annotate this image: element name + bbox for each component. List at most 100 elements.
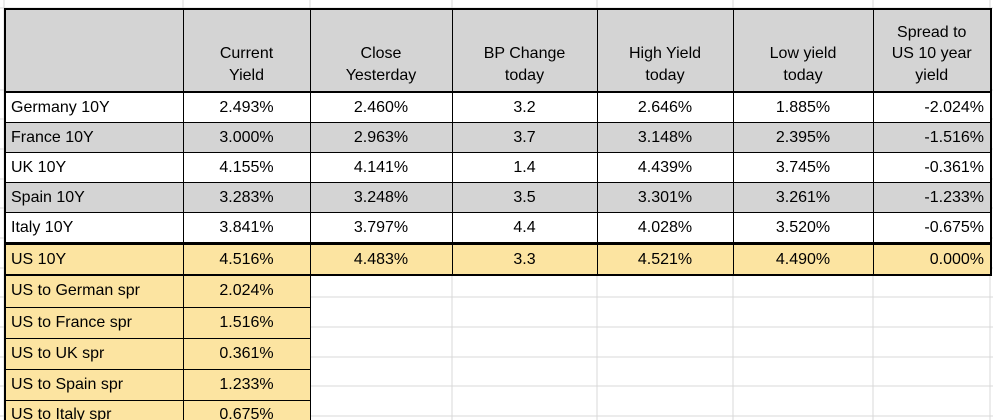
row-label-cell[interactable]: France 10Y xyxy=(4,122,184,153)
row-label-cell[interactable]: US to German spr xyxy=(4,274,184,308)
header-close-yesterday[interactable]: Close Yesterday xyxy=(309,8,453,93)
row-label-cell[interactable]: UK 10Y xyxy=(4,152,184,183)
empty-cell[interactable] xyxy=(873,307,991,338)
header-spread-to-us-10y[interactable]: Spread to US 10 year yield xyxy=(872,8,992,93)
row-label-cell[interactable]: US to UK spr xyxy=(4,337,184,370)
value-cell[interactable]: 3.301% xyxy=(596,182,734,213)
value-cell[interactable]: 4.439% xyxy=(596,152,734,183)
empty-cell[interactable] xyxy=(452,338,597,369)
value-cell[interactable]: 3.841% xyxy=(182,212,311,244)
value-cell[interactable]: 1.233% xyxy=(182,368,311,401)
empty-cell[interactable] xyxy=(597,400,733,420)
row-label-cell[interactable]: US to Spain spr xyxy=(4,368,184,401)
value-cell[interactable]: 4.483% xyxy=(309,242,453,276)
empty-cell[interactable] xyxy=(873,400,991,420)
empty-cell[interactable] xyxy=(733,275,873,307)
row-france-10y: France 10Y 3.000% 2.963% 3.7 3.148% 2.39… xyxy=(4,122,992,153)
header-line: High Yield xyxy=(628,45,702,63)
header-line: yield xyxy=(915,66,949,84)
row-us-10y: US 10Y 4.516% 4.483% 3.3 4.521% 4.490% 0… xyxy=(4,242,992,276)
value-cell[interactable]: 3.148% xyxy=(596,122,734,153)
value-cell[interactable]: 3.797% xyxy=(309,212,453,244)
empty-cell[interactable] xyxy=(310,400,452,420)
value-cell[interactable]: 0.675% xyxy=(182,399,311,420)
header-low-yield-today[interactable]: Low yield today xyxy=(732,8,874,93)
value-cell[interactable]: -0.675% xyxy=(872,212,992,244)
row-label-cell[interactable]: US to Italy spr xyxy=(4,399,184,420)
empty-cell[interactable] xyxy=(873,338,991,369)
value-cell[interactable]: 3.248% xyxy=(309,182,453,213)
empty-cell[interactable] xyxy=(733,307,873,338)
row-italy-10y: Italy 10Y 3.841% 3.797% 4.4 4.028% 3.520… xyxy=(4,212,992,244)
value-cell[interactable]: 1.885% xyxy=(732,91,874,123)
empty-cell[interactable] xyxy=(733,338,873,369)
value-cell[interactable]: 3.261% xyxy=(732,182,874,213)
value-cell[interactable]: 3.5 xyxy=(451,182,598,213)
header-row: Current Yield Close Yesterday BP Change … xyxy=(4,8,992,93)
empty-cell[interactable] xyxy=(310,338,452,369)
value-cell[interactable]: 3.7 xyxy=(451,122,598,153)
value-cell[interactable]: 3.283% xyxy=(182,182,311,213)
empty-cell[interactable] xyxy=(310,369,452,400)
value-cell[interactable]: 2.395% xyxy=(732,122,874,153)
empty-cell[interactable] xyxy=(310,275,452,307)
header-line: today xyxy=(504,66,545,84)
empty-cell[interactable] xyxy=(310,307,452,338)
value-cell[interactable]: 4.490% xyxy=(732,242,874,276)
value-cell[interactable]: 2.963% xyxy=(309,122,453,153)
value-cell[interactable]: 2.493% xyxy=(182,91,311,123)
header-line: today xyxy=(783,66,823,84)
value-cell[interactable]: 2.646% xyxy=(596,91,734,123)
value-cell[interactable]: 0.361% xyxy=(182,337,311,370)
row-label-cell[interactable]: Germany 10Y xyxy=(4,91,184,123)
value-cell[interactable]: 4.141% xyxy=(309,152,453,183)
value-cell[interactable]: 3.000% xyxy=(182,122,311,153)
value-cell[interactable]: 4.028% xyxy=(596,212,734,244)
empty-cell[interactable] xyxy=(873,275,991,307)
value-cell[interactable]: 4.521% xyxy=(596,242,734,276)
empty-cell[interactable] xyxy=(873,369,991,400)
value-cell[interactable]: -0.361% xyxy=(872,152,992,183)
value-cell[interactable]: 4.155% xyxy=(182,152,311,183)
empty-cell[interactable] xyxy=(597,369,733,400)
value-cell[interactable]: 2.024% xyxy=(182,274,311,308)
row-label-cell[interactable]: Italy 10Y xyxy=(4,212,184,244)
row-us-to-uk-spr: US to UK spr 0.361% xyxy=(4,337,991,370)
header-current-yield[interactable]: Current Yield xyxy=(182,8,311,93)
row-us-to-german-spr: US to German spr 2.024% xyxy=(4,274,991,308)
empty-cell[interactable] xyxy=(733,369,873,400)
value-cell[interactable]: 4.4 xyxy=(451,212,598,244)
value-cell[interactable]: 3.2 xyxy=(451,91,598,123)
empty-cell[interactable] xyxy=(733,400,873,420)
empty-cell[interactable] xyxy=(597,275,733,307)
row-label-cell[interactable]: US to France spr xyxy=(4,306,184,339)
row-label-cell[interactable]: US 10Y xyxy=(4,242,184,276)
empty-cell[interactable] xyxy=(452,369,597,400)
empty-cell[interactable] xyxy=(597,338,733,369)
header-line: Current xyxy=(219,45,274,63)
value-cell[interactable]: -2.024% xyxy=(872,91,992,123)
empty-cell[interactable] xyxy=(452,307,597,338)
value-cell[interactable]: 3.745% xyxy=(732,152,874,183)
value-cell[interactable]: 1.4 xyxy=(451,152,598,183)
header-bp-change-today[interactable]: BP Change today xyxy=(451,8,598,93)
value-cell[interactable]: -1.233% xyxy=(872,182,992,213)
empty-cell[interactable] xyxy=(452,400,597,420)
value-cell[interactable]: 0.000% xyxy=(872,242,992,276)
value-cell[interactable]: 3.3 xyxy=(451,242,598,276)
value-cell[interactable]: 3.520% xyxy=(732,212,874,244)
row-us-to-italy-spr: US to Italy spr 0.675% xyxy=(4,399,991,420)
value-cell[interactable]: 1.516% xyxy=(182,306,311,339)
empty-cell[interactable] xyxy=(597,307,733,338)
header-line: US 10 year xyxy=(891,45,972,63)
header-empty-cell[interactable] xyxy=(4,8,184,93)
row-label-cell[interactable]: Spain 10Y xyxy=(4,182,184,213)
value-cell[interactable]: 2.460% xyxy=(309,91,453,123)
empty-cell[interactable] xyxy=(452,275,597,307)
value-cell[interactable]: -1.516% xyxy=(872,122,992,153)
header-high-yield-today[interactable]: High Yield today xyxy=(596,8,734,93)
header-line: today xyxy=(645,66,685,84)
row-spain-10y: Spain 10Y 3.283% 3.248% 3.5 3.301% 3.261… xyxy=(4,182,992,213)
value-cell[interactable]: 4.516% xyxy=(182,242,311,276)
header-line: Low yield xyxy=(769,45,837,63)
